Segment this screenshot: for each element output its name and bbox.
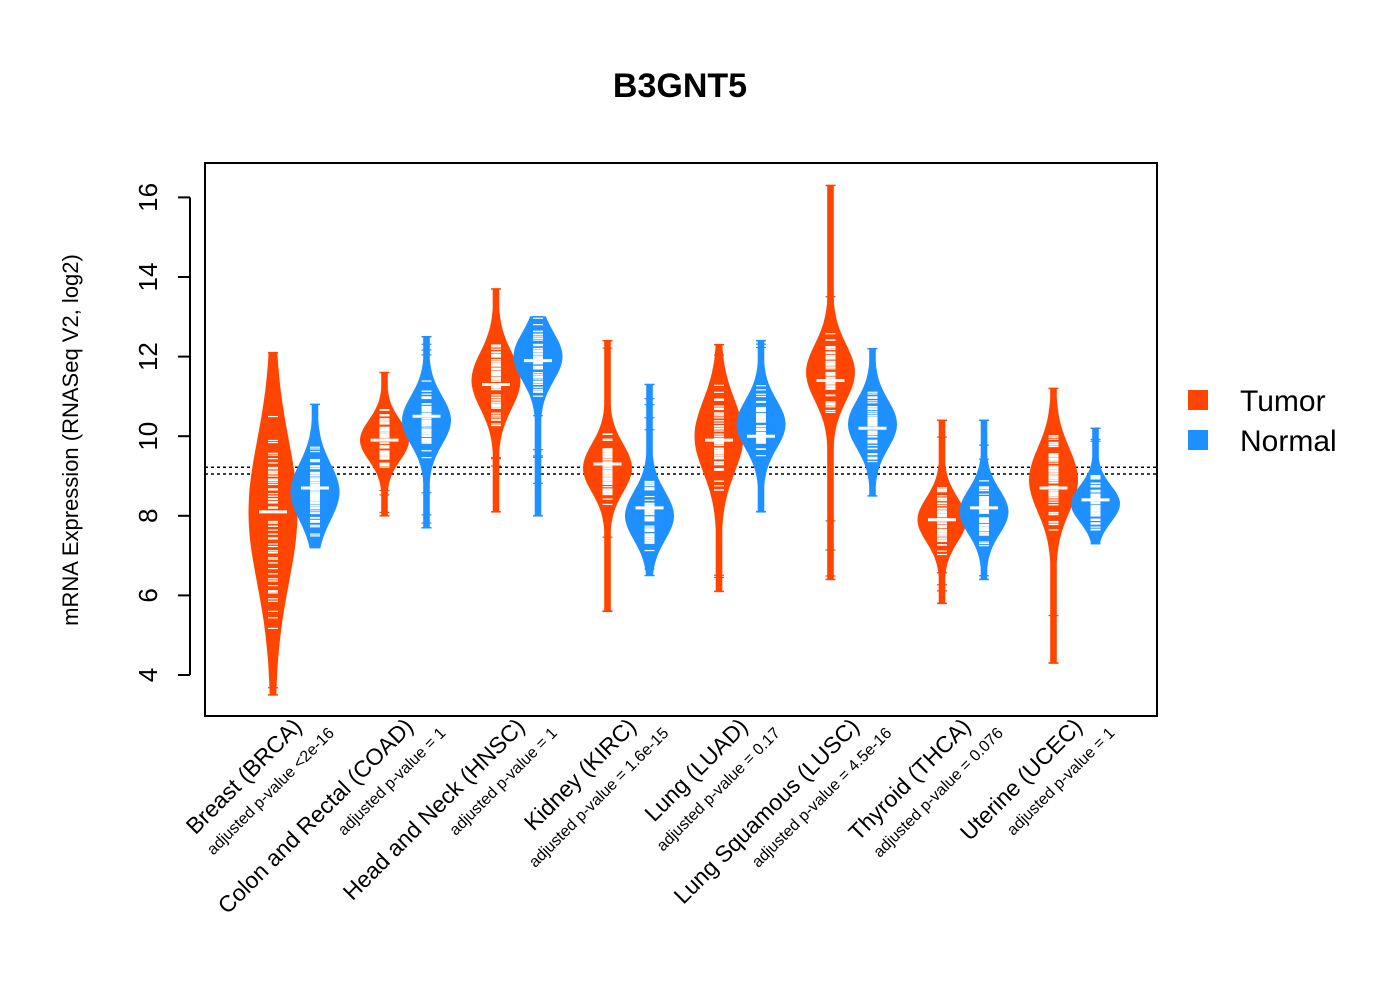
- tumor-bean: [471, 288, 521, 513]
- tumor-density: [1028, 387, 1079, 664]
- x-axis-labels: Breast (BRCA)adjusted p-value <2e-16Colo…: [181, 713, 1119, 918]
- tumor-bean: [917, 419, 967, 605]
- normal-bean: [290, 403, 340, 549]
- tumor-density: [694, 344, 744, 592]
- legend-label: Tumor: [1240, 385, 1326, 418]
- y-tick-label: 8: [133, 509, 163, 523]
- y-tick-label: 12: [133, 342, 163, 371]
- y-tick-label: 14: [133, 263, 163, 292]
- normal-bean: [847, 347, 898, 497]
- chart-title: B3GNT5: [613, 67, 747, 105]
- y-tick-label: 16: [133, 183, 163, 212]
- y-tick-label: 10: [133, 422, 163, 451]
- tumor-density: [359, 372, 410, 517]
- plot-layer: [205, 184, 1157, 696]
- tumor-bean: [806, 184, 855, 581]
- normal-bean: [401, 335, 452, 529]
- normal-density: [513, 316, 563, 517]
- legend: Tumor Normal: [1188, 385, 1337, 458]
- normal-bean: [959, 419, 1009, 581]
- legend-swatch: [1188, 430, 1208, 450]
- normal-bean: [1070, 427, 1121, 545]
- tumor-bean: [359, 371, 410, 517]
- tumor-bean: [694, 343, 744, 593]
- normal-bean: [624, 383, 675, 577]
- y-axis-label: mRNA Expression (RNASeq V2, log2): [58, 254, 83, 626]
- tumor-bean: [1028, 387, 1079, 664]
- legend-label: Normal: [1240, 425, 1337, 458]
- plot-frame: [204, 162, 1158, 717]
- tumor-bean: [582, 339, 633, 613]
- y-tick-label: 6: [133, 588, 163, 602]
- y-tick-label: 4: [133, 668, 163, 682]
- normal-bean: [513, 316, 563, 517]
- legend-swatch: [1188, 390, 1208, 410]
- tumor-bean: [248, 351, 298, 696]
- y-axis: 4 6 8 10 12 14 16: [133, 183, 191, 682]
- normal-bean: [736, 339, 786, 513]
- normal-density: [624, 384, 675, 576]
